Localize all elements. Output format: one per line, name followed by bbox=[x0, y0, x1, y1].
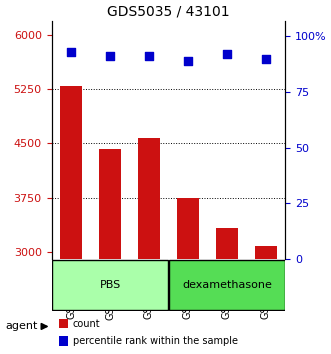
Text: count: count bbox=[72, 319, 100, 329]
Point bbox=[263, 56, 269, 61]
Text: PBS: PBS bbox=[99, 280, 120, 290]
FancyBboxPatch shape bbox=[52, 260, 168, 309]
Point bbox=[69, 49, 74, 55]
Text: dexamethasone: dexamethasone bbox=[182, 280, 272, 290]
Bar bbox=[99, 149, 121, 259]
Title: GDS5035 / 43101: GDS5035 / 43101 bbox=[107, 4, 230, 18]
Text: percentile rank within the sample: percentile rank within the sample bbox=[72, 336, 238, 346]
Bar bbox=[60, 86, 82, 259]
Bar bbox=[59, 336, 68, 346]
Text: agent: agent bbox=[6, 321, 38, 331]
Point bbox=[224, 51, 230, 57]
Point bbox=[146, 53, 152, 59]
Bar bbox=[216, 228, 238, 259]
Bar bbox=[177, 198, 199, 259]
Bar bbox=[59, 319, 68, 329]
Bar bbox=[138, 138, 160, 259]
Point bbox=[185, 58, 191, 64]
Point bbox=[107, 53, 113, 59]
FancyBboxPatch shape bbox=[169, 260, 285, 309]
Bar bbox=[255, 246, 277, 259]
